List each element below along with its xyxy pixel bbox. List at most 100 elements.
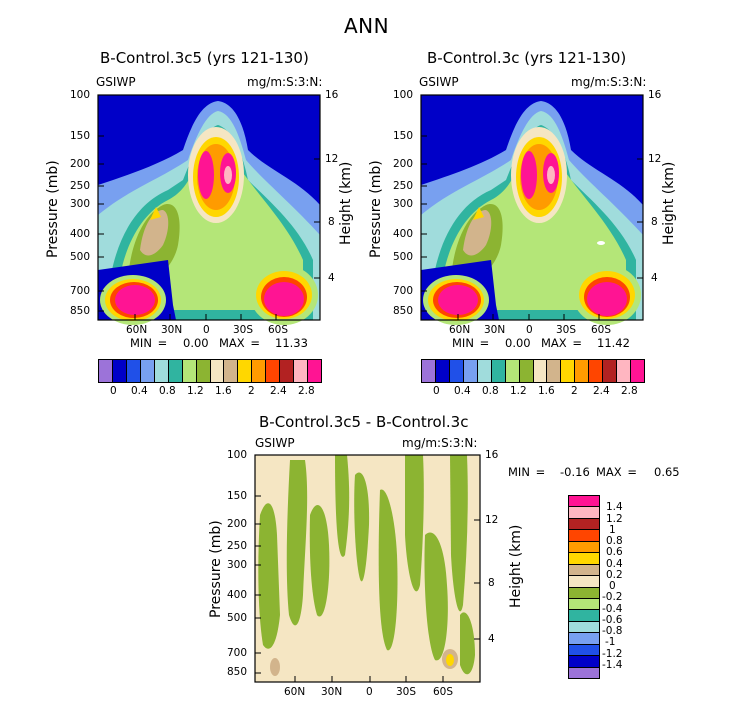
panel-3-region (309, 505, 330, 617)
colorbar-swatch (154, 360, 169, 382)
panel-3-colorbar-label: -0.6 (602, 614, 623, 626)
panel-2-title: B-Control.3c (yrs 121-130) (427, 49, 627, 67)
colorbar-swatch (210, 360, 225, 382)
colorbar-swatch (168, 360, 183, 382)
colorbar-swatch (449, 360, 464, 382)
panel-1-y-tick: 500 (70, 251, 91, 263)
panel-1-x-tick: 60N (126, 324, 148, 336)
panel-2-y-tick: 850 (393, 305, 414, 317)
panel-2-max-label: MAX = (541, 336, 582, 350)
panel-1-height-tick: 4 (328, 272, 335, 284)
panel-1-height-tick: 12 (325, 153, 339, 165)
panel-3-colorbar-label: -0.2 (602, 591, 623, 603)
panel-3-max-label: MAX = (596, 465, 637, 479)
colorbar-swatch (569, 563, 599, 576)
colorbar-swatch (238, 360, 253, 382)
panel-1-x-tick: 30N (161, 324, 183, 336)
panel-3-y-tick: 500 (227, 612, 248, 624)
colorbar-swatch (575, 360, 590, 382)
colorbar-swatch (196, 360, 211, 382)
colorbar-swatch (547, 360, 562, 382)
panel-3-region (286, 460, 308, 626)
colorbar-swatch (569, 575, 599, 587)
panel-2-variable-label: GSIWP (419, 75, 459, 89)
colorbar-swatch (463, 360, 478, 382)
panel-1-colorbar-label: 2.8 (298, 385, 315, 397)
panel-3-colorbar-label: 0.6 (606, 546, 623, 558)
colorbar-swatch (569, 529, 599, 541)
panel-2-x-tick: 30N (484, 324, 506, 336)
panel-3-region (270, 658, 280, 676)
panel-1-x-tick: 60S (268, 324, 289, 336)
panel-1-height-tick: 16 (325, 89, 339, 101)
panel-1-min-value: 0.00 (183, 336, 209, 350)
panel-2-height-tick: 16 (648, 89, 662, 101)
colorbar-swatch (569, 632, 599, 644)
panel-3-region (405, 455, 424, 592)
panel-2-y-tick: 200 (393, 158, 414, 170)
panel-3-region (424, 532, 448, 661)
panel-3-y-tick: 400 (227, 589, 248, 601)
panel-1-region (150, 207, 161, 220)
panel-2-height-tick: 12 (648, 153, 662, 165)
panel-2-colorbar-label: 1.6 (538, 385, 555, 397)
panel-2-region (438, 285, 478, 315)
colorbar-swatch (140, 360, 155, 382)
panel-2-y-tick: 500 (393, 251, 414, 263)
colorbar-swatch (505, 360, 520, 382)
panel-3-units-label: mg/m:S:3:N: (402, 436, 478, 450)
panel-1-colorbar-label: 1.2 (187, 385, 204, 397)
colorbar-swatch (569, 655, 599, 667)
colorbar-swatch (569, 586, 599, 598)
colorbar-swatch (112, 360, 127, 382)
panel-1-y-tick: 100 (70, 89, 91, 101)
panel-1-max-value: 11.33 (275, 336, 308, 350)
panel-2-x-tick: 30S (556, 324, 577, 336)
colorbar-swatch (182, 360, 197, 382)
colorbar-swatch (603, 360, 618, 382)
colorbar-swatch (252, 360, 267, 382)
panel-2-y-tick: 300 (393, 198, 414, 210)
colorbar-swatch (435, 360, 450, 382)
panel-2-right-axis-label: Height (km) (661, 161, 677, 245)
panel-2-y-axis-label: Pressure (mb) (368, 160, 384, 258)
colorbar-swatch (569, 496, 599, 507)
panel-2-colorbar-label: 0.8 (482, 385, 499, 397)
panel-2-region (547, 166, 555, 184)
panel-3-x-tick: 60N (284, 686, 306, 698)
panel-2-colorbar-label: 2.4 (593, 385, 610, 397)
panel-2-colorbar-label: 2 (571, 385, 578, 397)
panel-2-y-tick: 400 (393, 228, 414, 240)
panel-3-region (446, 654, 454, 666)
panel-2-colorbar (421, 359, 645, 383)
panel-3-x-tick: 30N (321, 686, 343, 698)
panel-1-height-tick: 8 (328, 216, 335, 228)
panel-1-colorbar-label: 2.4 (270, 385, 287, 397)
panel-1-variable-label: GSIWP (96, 75, 136, 89)
panel-3-colorbar-label: 1.4 (606, 501, 623, 513)
colorbar-swatch (569, 506, 599, 518)
panel-2-region (587, 282, 627, 316)
colorbar-swatch (266, 360, 281, 382)
panel-3-height-tick: 16 (485, 449, 499, 461)
panel-1-y-tick: 150 (70, 130, 91, 142)
panel-1-colorbar-label: 2 (248, 385, 255, 397)
panel-1-colorbar-label: 0.4 (131, 385, 148, 397)
panel-2-x-tick: 60N (449, 324, 471, 336)
panel-1-units-label: mg/m:S:3:N: (247, 75, 323, 89)
panel-1-y-axis-label: Pressure (mb) (45, 160, 61, 258)
panel-3-colorbar-label: 0 (609, 580, 616, 592)
colorbar-swatch (589, 360, 604, 382)
panel-3-colorbar-label: 0.8 (606, 535, 623, 547)
colorbar-swatch (533, 360, 548, 382)
panel-3-colorbar-label: -1.2 (602, 648, 623, 660)
panel-3-colorbar-label: -0.4 (602, 603, 623, 615)
panel-3-region (258, 503, 280, 649)
panel-1-colorbar-label: 0.8 (159, 385, 176, 397)
panel-3-colorbar-label: -0.8 (602, 625, 623, 637)
panel-2-units-label: mg/m:S:3:N: (571, 75, 647, 89)
colorbar-swatch (294, 360, 309, 382)
panel-2-y-tick: 150 (393, 130, 414, 142)
panel-3-min-label: MIN = (508, 465, 546, 479)
panel-3-plot (254, 454, 481, 683)
